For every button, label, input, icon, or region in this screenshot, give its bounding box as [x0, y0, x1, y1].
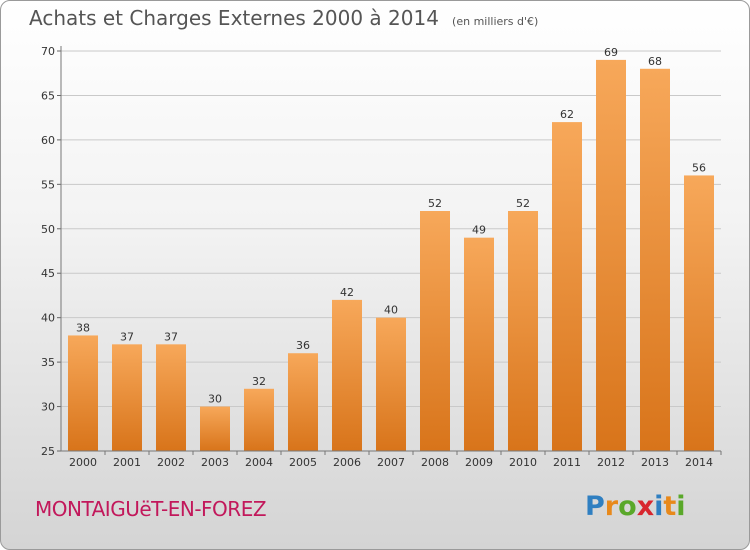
data-label: 40 — [384, 304, 398, 317]
logo-letter: t — [663, 491, 677, 522]
x-tick-label: 2014 — [685, 456, 713, 469]
bar — [200, 406, 230, 451]
x-tick-label: 2004 — [245, 456, 273, 469]
x-tick-label: 2000 — [69, 456, 97, 469]
x-tick-label: 2013 — [641, 456, 669, 469]
location-name: MONTAIGUëT-EN-FOREZ — [35, 497, 267, 521]
x-tick-label: 2012 — [597, 456, 625, 469]
chart-subtitle: (en milliers d'€) — [452, 15, 539, 28]
data-label: 68 — [648, 55, 662, 68]
data-label: 37 — [164, 330, 178, 343]
data-label: 56 — [692, 161, 706, 174]
data-label: 42 — [340, 286, 354, 299]
x-tick-label: 2010 — [509, 456, 537, 469]
logo-letter: i — [676, 491, 686, 522]
data-label: 52 — [428, 197, 442, 210]
data-label: 69 — [604, 46, 618, 59]
data-label: 36 — [296, 339, 310, 352]
x-tick-label: 2009 — [465, 456, 493, 469]
data-label: 52 — [516, 197, 530, 210]
bar — [332, 299, 362, 451]
x-tick-label: 2011 — [553, 456, 581, 469]
bar — [376, 317, 406, 451]
bar — [244, 388, 274, 451]
data-label: 37 — [120, 330, 134, 343]
x-tick-label: 2006 — [333, 456, 361, 469]
data-label: 38 — [76, 321, 90, 334]
chart-title: Achats et Charges Externes 2000 à 2014 — [29, 6, 439, 30]
x-tick-label: 2003 — [201, 456, 229, 469]
data-label: 30 — [208, 393, 222, 406]
logo-letter: x — [636, 491, 655, 522]
data-labels: 38 37 37 30 32 36 42 40 52 49 52 62 69 68 56 — [76, 46, 706, 406]
bar — [640, 68, 670, 452]
bar — [684, 175, 714, 451]
y-tick-label: 30 — [41, 401, 55, 414]
y-tick-label: 70 — [41, 45, 55, 58]
y-tick-label: 25 — [41, 445, 55, 458]
x-tick-label: 2005 — [289, 456, 317, 469]
bar — [288, 353, 318, 451]
bar — [112, 344, 142, 451]
y-tick-label: 60 — [41, 134, 55, 147]
logo-letter: P — [585, 491, 605, 522]
y-tick-label: 50 — [41, 223, 55, 236]
x-tick-label: 2002 — [157, 456, 185, 469]
proxiti-logo: Proxiti — [585, 491, 686, 522]
bar — [420, 211, 450, 451]
bar — [596, 59, 626, 452]
bar — [508, 211, 538, 451]
bar — [68, 335, 98, 451]
data-label: 49 — [472, 224, 486, 237]
axes: 25 30 35 40 45 50 55 60 65 70 2000 2001 2002 2003 2004… — [41, 45, 722, 469]
logo-letter: o — [618, 491, 637, 522]
bar — [552, 122, 582, 451]
y-tick-label: 45 — [41, 267, 55, 280]
bar — [464, 237, 494, 451]
logo-letter: r — [604, 491, 619, 522]
x-tick-label: 2008 — [421, 456, 449, 469]
x-tick-label: 2007 — [377, 456, 405, 469]
bars — [68, 59, 714, 452]
data-label: 62 — [560, 108, 574, 121]
y-tick-label: 65 — [41, 89, 55, 102]
title-row: Achats et Charges Externes 2000 à 2014 (… — [29, 6, 538, 30]
x-tick-label: 2001 — [113, 456, 141, 469]
data-label: 32 — [252, 375, 266, 388]
y-tick-label: 55 — [41, 178, 55, 191]
bar — [156, 344, 186, 451]
y-tick-label: 35 — [41, 356, 55, 369]
y-tick-label: 40 — [41, 312, 55, 325]
logo-letter: i — [654, 491, 664, 522]
